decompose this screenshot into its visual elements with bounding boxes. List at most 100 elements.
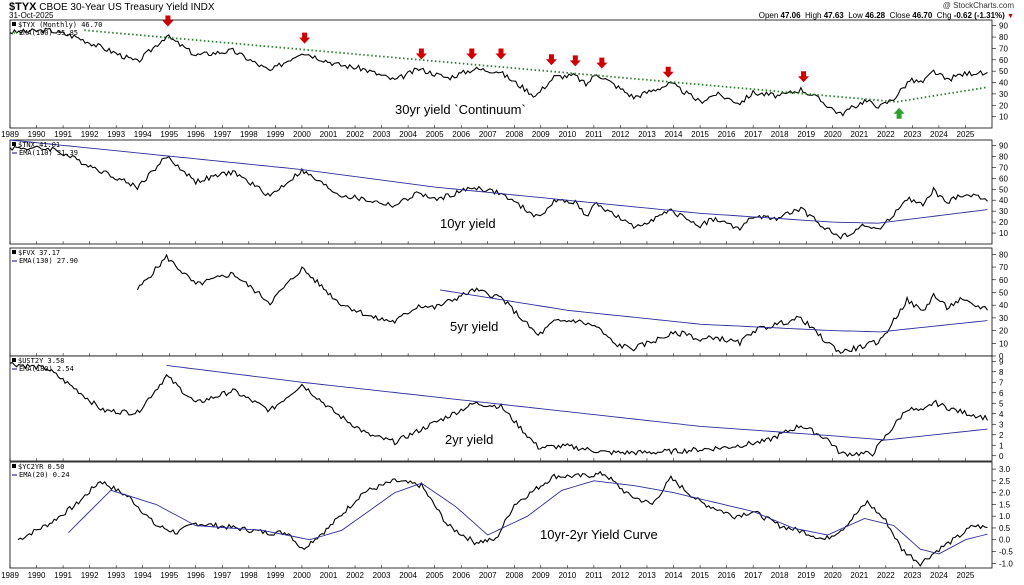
- y-tick-label: 70: [999, 263, 1008, 272]
- legend-ema-label: EMA(180) 2.54: [19, 365, 74, 373]
- x-tick-label: 1995: [160, 571, 178, 580]
- panel-annotation: 2yr yield: [445, 432, 493, 447]
- x-tick-label: 2020: [824, 130, 842, 139]
- x-tick-label: 2001: [320, 130, 338, 139]
- x-tick-label: 2016: [718, 571, 736, 580]
- x-tick-label: 2012: [612, 130, 630, 139]
- chart-security-name: CBOE 30-Year US Treasury Yield INDX: [39, 2, 215, 13]
- x-tick-label: 2018: [771, 571, 789, 580]
- legend-price-label: $FVX 37.17: [18, 249, 60, 257]
- y-tick-label: 10: [999, 339, 1008, 348]
- y-tick-label: 60: [999, 276, 1008, 285]
- y-tick-label: 40: [999, 79, 1008, 88]
- y-tick-label: 70: [999, 44, 1008, 53]
- x-tick-label: 2013: [638, 130, 656, 139]
- x-tick-label: 1996: [187, 130, 205, 139]
- y-tick-label: 3: [999, 420, 1004, 429]
- y-tick-label: 0: [999, 452, 1004, 461]
- x-tick-label: 1990: [28, 130, 46, 139]
- y-tick-label: 1.0: [999, 512, 1011, 521]
- y-tick-label: 7: [999, 378, 1004, 387]
- x-tick-label: 1993: [107, 130, 125, 139]
- y-tick-label: 50: [999, 288, 1008, 297]
- x-tick-label: 1994: [134, 571, 152, 580]
- x-axis-labels-bottom: 1989 1990 1991 1992 1993 1994 1995 1996 1997 1998…: [1, 571, 975, 580]
- x-tick-label: 2024: [930, 130, 948, 139]
- legend-ema-label: EMA(130) 27.90: [19, 257, 78, 265]
- legend-price-swatch: [12, 142, 16, 146]
- x-tick-label: 2021: [850, 571, 868, 580]
- y-tick-label: 10: [999, 229, 1008, 238]
- x-tick-label: 2008: [505, 130, 523, 139]
- y-tick-label: 1.5: [999, 500, 1011, 509]
- x-tick-label: 2000: [293, 571, 311, 580]
- x-tick-label: 1997: [213, 130, 231, 139]
- down-arrow-icon: [299, 32, 311, 44]
- y-tick-label: 4: [999, 410, 1004, 419]
- chart-title: $TYX CBOE 30-Year US Treasury Yield INDX: [9, 1, 215, 13]
- panel-frame: [9, 461, 993, 569]
- y-tick-label: 0.5: [999, 524, 1011, 533]
- y-tick-label: 50: [999, 185, 1008, 194]
- x-tick-label: 2006: [452, 571, 470, 580]
- y-tick-label: 80: [999, 33, 1008, 42]
- x-tick-label: 2024: [930, 571, 948, 580]
- y-tick-label: 60: [999, 56, 1008, 65]
- x-tick-label: 2014: [665, 571, 683, 580]
- x-tick-label: 2004: [399, 130, 417, 139]
- x-tick-label: 2019: [797, 130, 815, 139]
- x-tick-label: 2016: [718, 130, 736, 139]
- x-tick-label: 2017: [744, 130, 762, 139]
- legend-price-label: $UST2Y 3.58: [18, 357, 64, 365]
- x-tick-label: 2002: [346, 571, 364, 580]
- y-tick-label: 1: [999, 441, 1004, 450]
- legend-price-label: $TYX (Monthly) 46.70: [18, 21, 102, 29]
- y-tick-label: 30: [999, 207, 1008, 216]
- x-tick-label: 2000: [293, 130, 311, 139]
- y-tick-label: 30: [999, 90, 1008, 99]
- x-tick-label: 1992: [81, 571, 99, 580]
- x-tick-label: 1989: [1, 130, 19, 139]
- close-value: 46.70: [912, 11, 933, 20]
- y-tick-label: 6: [999, 389, 1004, 398]
- legend-ema-label: EMA(20) 0.24: [19, 471, 70, 479]
- x-axis-labels-top: 1989 1990 1991 1992 1993 1994 1995 1996 1997 1998…: [1, 130, 975, 139]
- x-tick-label: 2010: [558, 130, 576, 139]
- x-tick-label: 2018: [771, 130, 789, 139]
- x-tick-label: 2015: [691, 130, 709, 139]
- price-series: [17, 470, 988, 567]
- y-tick-label: 80: [999, 152, 1008, 161]
- x-tick-label: 2025: [957, 130, 975, 139]
- x-tick-label: 1999: [267, 571, 285, 580]
- stockcharts-watermark: @ StockCharts.com: [942, 1, 1014, 10]
- panel-annotation: 30yr yield `Continuum`: [395, 102, 526, 117]
- x-tick-label: 2009: [532, 130, 550, 139]
- x-tick-label: 1989: [1, 571, 19, 580]
- x-tick-label: 1995: [160, 130, 178, 139]
- ema-series: [9, 139, 988, 224]
- legend-price-label: $YC2YR 0.50: [18, 463, 64, 471]
- y-tick-label: 40: [999, 196, 1008, 205]
- high-value: 47.63: [823, 11, 844, 20]
- y-tick-label: 20: [999, 327, 1008, 336]
- x-tick-label: 1991: [54, 571, 72, 580]
- x-tick-label: 1998: [240, 571, 258, 580]
- ohlc-readout: Open 47.06 High 47.63 Low 46.28 Close 46…: [759, 11, 1014, 20]
- x-tick-label: 2013: [638, 571, 656, 580]
- x-tick-label: 1994: [134, 130, 152, 139]
- x-tick-label: 2019: [797, 571, 815, 580]
- x-tick-label: 2002: [346, 130, 364, 139]
- y-tick-label: 90: [999, 141, 1008, 150]
- legend-ema-label: EMA(110) 31.39: [19, 149, 78, 157]
- down-arrow-icon: [495, 48, 507, 60]
- x-tick-label: 1997: [213, 571, 231, 580]
- down-arrow-icon: [569, 55, 581, 67]
- y-tick-label: 2: [999, 431, 1004, 440]
- ema-series: [439, 289, 988, 333]
- open-label: Open: [758, 11, 779, 20]
- panel-annotation: 10yr-2yr Yield Curve: [540, 527, 658, 542]
- x-tick-label: 2011: [585, 130, 603, 139]
- x-tick-label: 2023: [903, 571, 921, 580]
- x-tick-label: 1993: [107, 571, 125, 580]
- x-tick-label: 2004: [399, 571, 417, 580]
